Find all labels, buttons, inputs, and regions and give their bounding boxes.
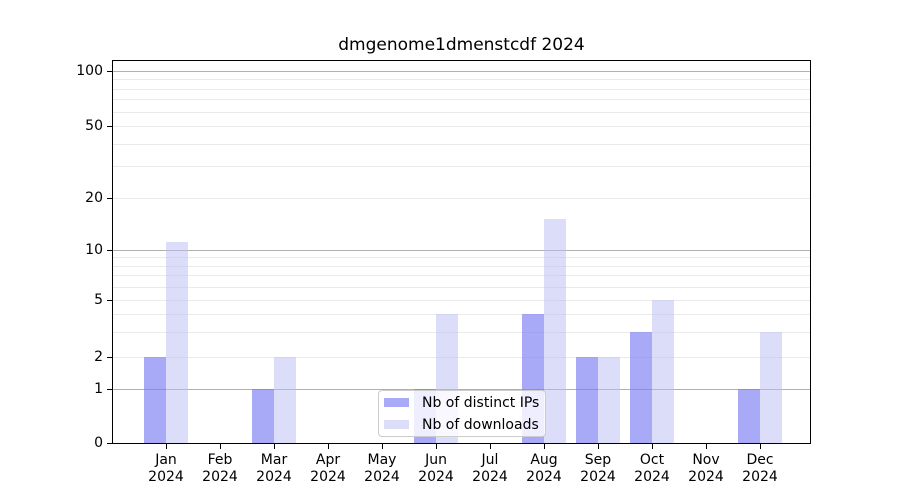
legend-entry-distinct-ips: Nb of distinct IPs: [384, 394, 545, 412]
gridline-minor-9: [113, 257, 810, 259]
x-tick-nov: [706, 444, 707, 449]
x-tick-apr: [328, 444, 329, 449]
bar-ips-jan: [144, 357, 166, 443]
x-tick-feb: [220, 444, 221, 449]
gridline-minor-40: [113, 143, 810, 145]
y-tick-0: [107, 443, 112, 444]
x-tick-label-dec: Dec 2024: [742, 452, 778, 485]
x-tick-label-oct: Oct 2024: [634, 452, 670, 485]
gridline-minor-3: [113, 331, 810, 333]
legend: Nb of distinct IPs Nb of downloads: [378, 390, 546, 437]
y-tick-label-50: 50: [85, 118, 103, 134]
gridline-minor-7: [113, 275, 810, 277]
gridline-major-100: [113, 71, 810, 72]
y-tick-label-5: 5: [94, 292, 103, 308]
x-tick-label-apr: Apr 2024: [310, 452, 346, 485]
gridline-minor-50: [113, 126, 810, 127]
gridline-minor-5: [113, 300, 810, 301]
y-tick-50: [107, 126, 112, 127]
x-tick-jun: [436, 444, 437, 449]
y-tick-2: [107, 357, 112, 358]
bar-ips-mar: [252, 389, 274, 443]
gridline-minor-90: [113, 79, 810, 81]
gridline-minor-8: [113, 265, 810, 267]
plot-area: [112, 60, 811, 444]
x-tick-label-feb: Feb 2024: [202, 452, 238, 485]
x-tick-jul: [490, 444, 491, 449]
gridline-minor-60: [113, 111, 810, 113]
x-tick-oct: [652, 444, 653, 449]
x-tick-label-nov: Nov 2024: [688, 452, 724, 485]
gridline-minor-4: [113, 313, 810, 315]
y-tick-5: [107, 300, 112, 301]
x-tick-jan: [166, 444, 167, 449]
bar-ips-sep: [576, 357, 598, 443]
y-tick-label-10: 10: [85, 241, 103, 258]
gridline-minor-2: [113, 357, 810, 358]
x-tick-may: [382, 444, 383, 449]
legend-swatch-distinct-ips: [384, 398, 409, 407]
bar-ips-oct: [630, 331, 652, 443]
y-tick-label-1: 1: [94, 381, 103, 397]
y-tick-label-0: 0: [94, 435, 103, 451]
chart-title: dmgenome1dmenstcdf 2024: [338, 35, 585, 55]
x-tick-sep: [598, 444, 599, 449]
x-tick-label-jun: Jun 2024: [418, 452, 454, 485]
gridline-minor-20: [113, 198, 810, 199]
x-tick-label-jan: Jan 2024: [148, 452, 184, 485]
x-tick-label-mar: Mar 2024: [256, 452, 292, 485]
bar-downloads-oct: [652, 300, 674, 443]
bar-downloads-jan: [166, 242, 188, 443]
x-tick-aug: [544, 444, 545, 449]
gridline-minor-30: [113, 166, 810, 168]
legend-entry-downloads: Nb of downloads: [384, 416, 545, 434]
bar-ips-dec: [738, 389, 760, 443]
bar-downloads-dec: [760, 331, 782, 443]
gridline-minor-80: [113, 88, 810, 90]
legend-label-downloads: Nb of downloads: [422, 416, 539, 433]
legend-label-distinct-ips: Nb of distinct IPs: [422, 394, 540, 411]
y-tick-1: [107, 389, 112, 390]
y-tick-label-100: 100: [76, 63, 103, 79]
y-tick-label-20: 20: [85, 190, 103, 206]
x-tick-label-sep: Sep 2024: [580, 452, 616, 485]
x-tick-label-jul: Jul 2024: [472, 452, 508, 485]
bar-downloads-aug: [544, 219, 566, 443]
bar-downloads-sep: [598, 357, 620, 443]
y-tick-10: [107, 249, 112, 251]
gridline-minor-6: [113, 286, 810, 288]
bar-downloads-mar: [274, 357, 296, 443]
x-tick-label-aug: Aug 2024: [526, 452, 562, 485]
y-tick-label-2: 2: [94, 349, 103, 365]
x-tick-label-may: May 2024: [364, 452, 400, 485]
y-tick-20: [107, 198, 112, 199]
y-tick-100: [107, 71, 112, 72]
legend-swatch-downloads: [384, 420, 409, 429]
gridline-minor-70: [113, 99, 810, 101]
x-tick-mar: [274, 444, 275, 449]
gridline-major-1: [113, 389, 810, 390]
gridline-major-10: [113, 249, 810, 251]
x-tick-dec: [760, 444, 761, 449]
